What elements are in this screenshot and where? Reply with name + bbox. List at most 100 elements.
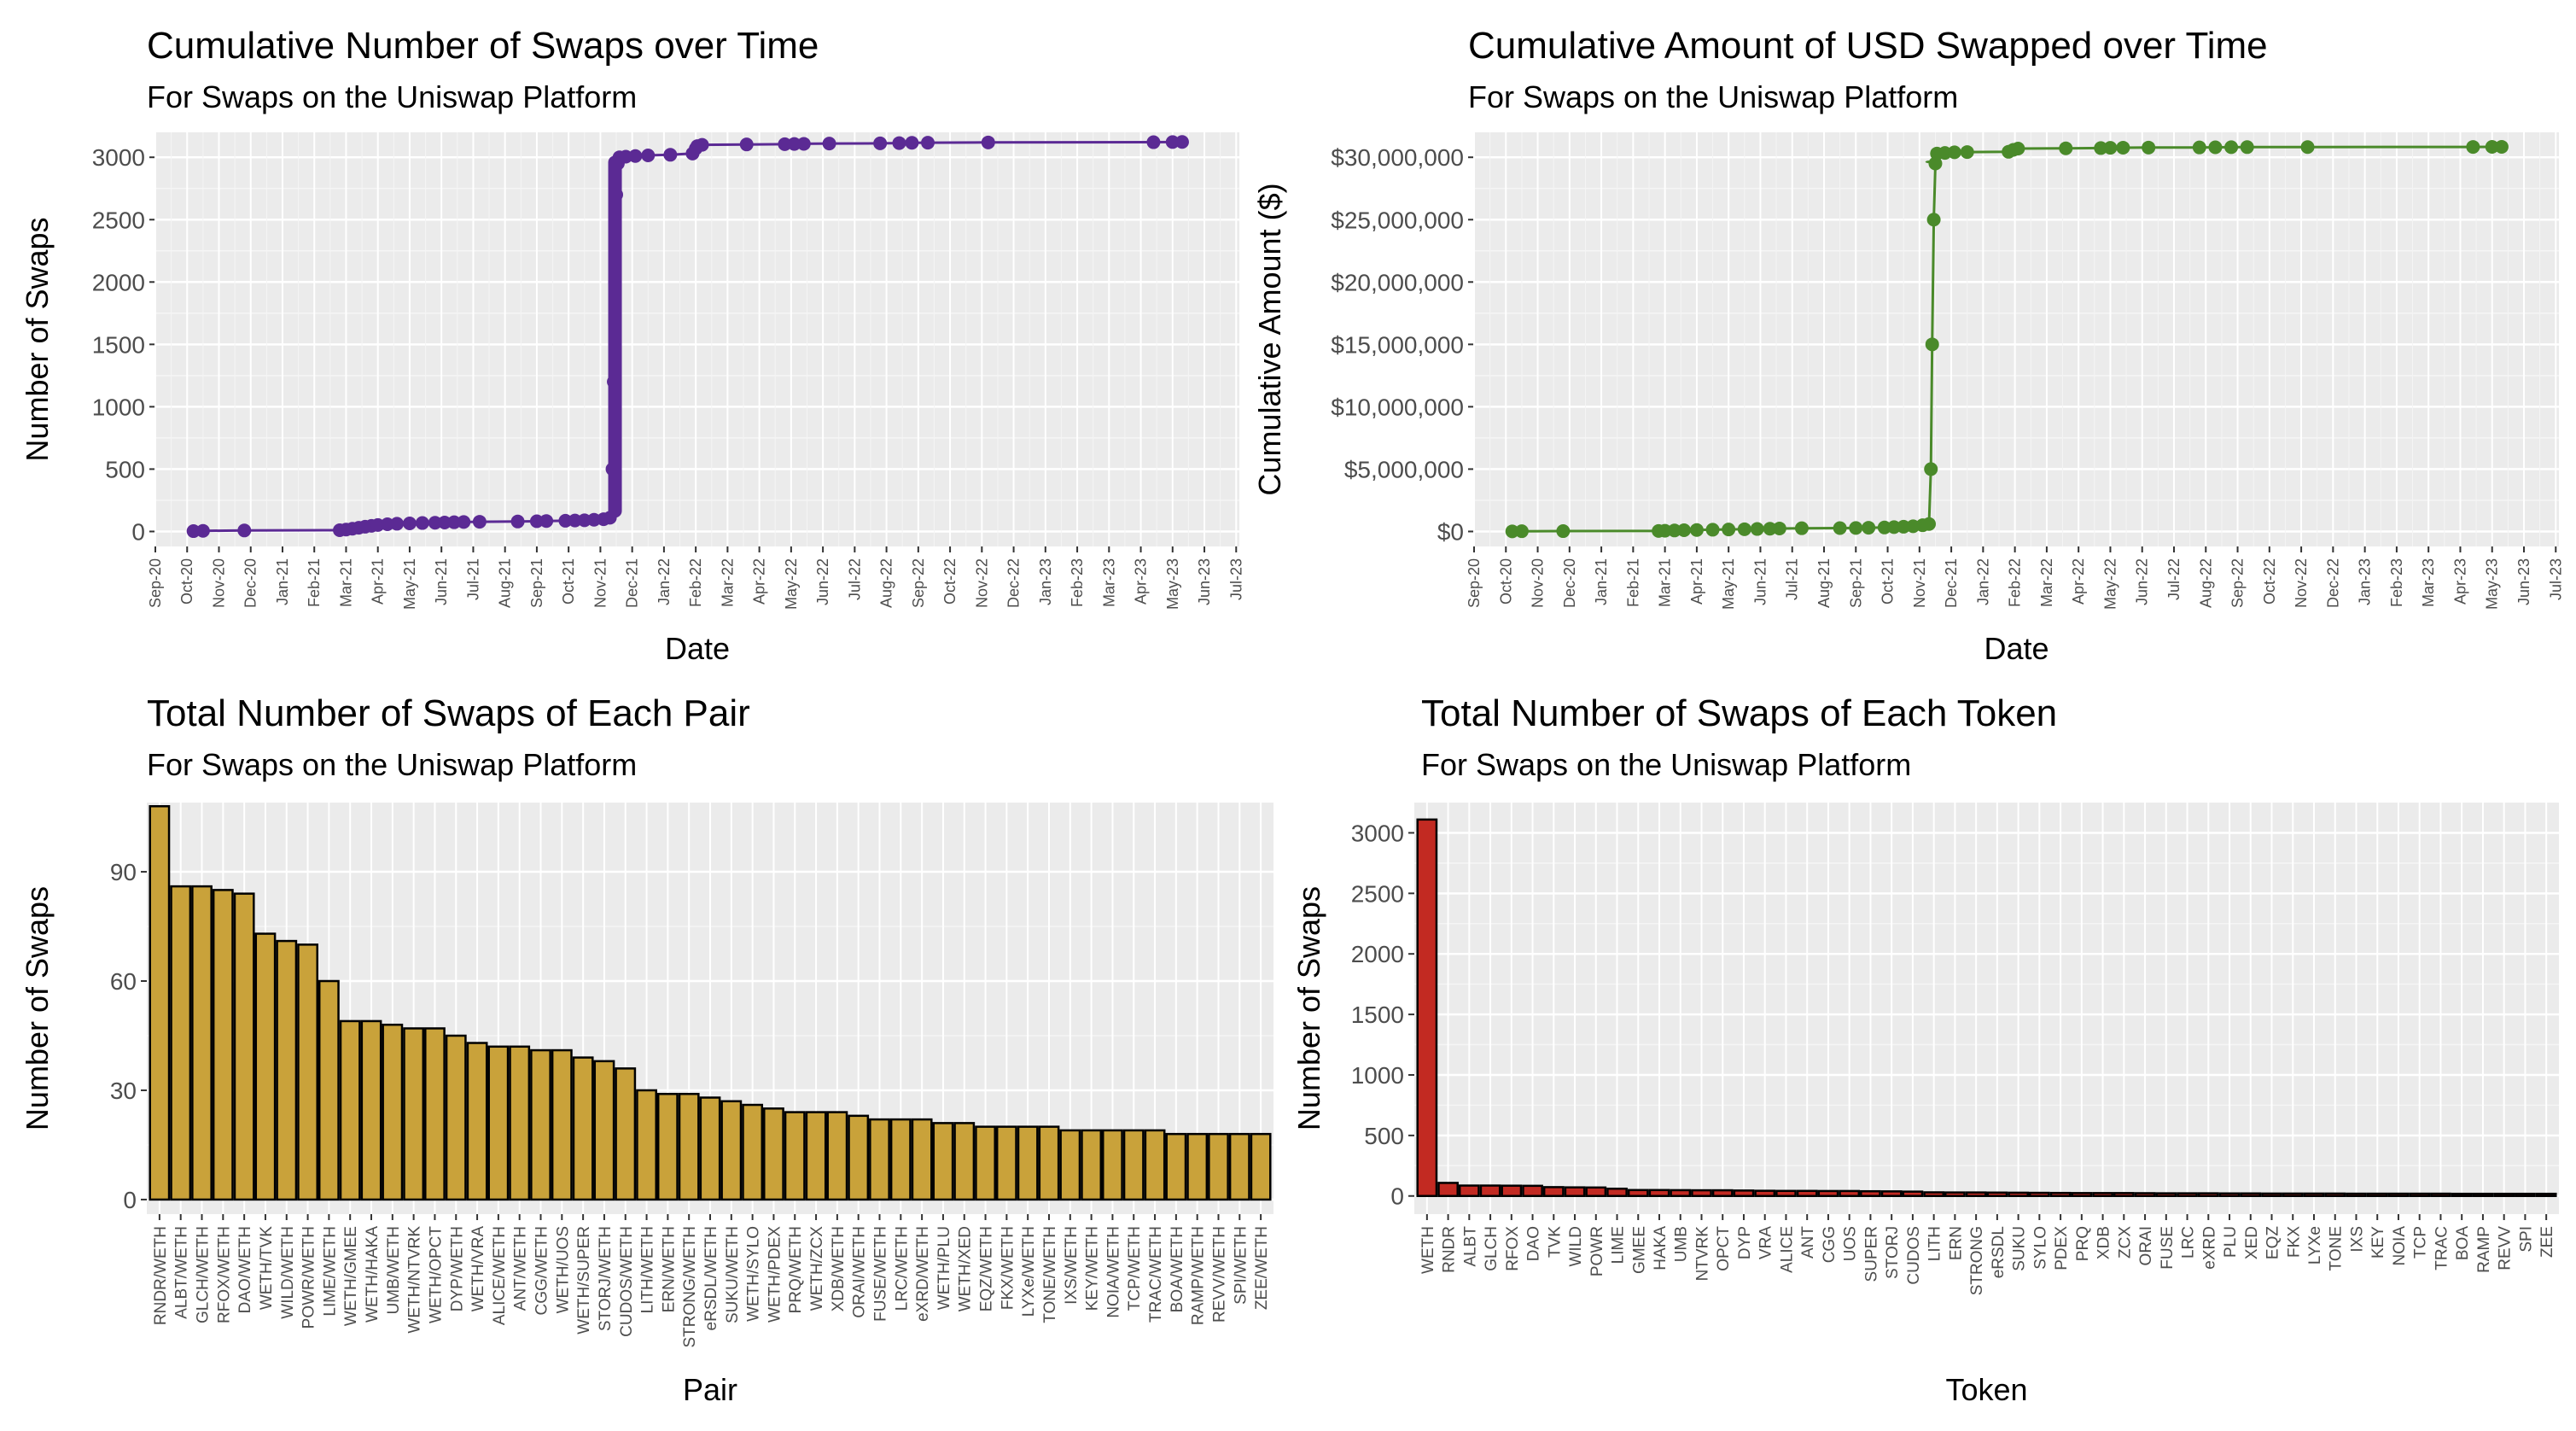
data-point xyxy=(695,137,709,152)
bar xyxy=(2092,1192,2113,1197)
bar xyxy=(911,1118,933,1201)
x-tick-label: DAO/WETH xyxy=(236,1226,254,1313)
x-tick-label: May-21 xyxy=(401,558,418,610)
x-tick-label: WETH/TVK xyxy=(258,1226,276,1310)
chart-subtitle: For Swaps on the Uniswap Platform xyxy=(1421,747,1911,782)
x-tick-label: ORAI/WETH xyxy=(851,1226,869,1318)
x-tick-label: Jun-23 xyxy=(2515,558,2532,605)
x-tick-label: May-21 xyxy=(1720,558,1737,610)
x-tick-label: RAMP/WETH xyxy=(1190,1226,1208,1325)
bar xyxy=(1144,1129,1166,1201)
data-point xyxy=(1705,523,1720,537)
x-tick-label: Mar-23 xyxy=(2420,558,2437,607)
data-point xyxy=(415,516,429,530)
x-tick-label: Dec-20 xyxy=(242,558,259,608)
bar xyxy=(1186,1132,1209,1201)
x-tick-label: PRQ/WETH xyxy=(787,1226,805,1313)
x-tick-label: Nov-20 xyxy=(210,558,227,608)
x-tick-label: IXS xyxy=(2348,1226,2366,1253)
x-tick-label: Jun-21 xyxy=(433,558,450,605)
x-tick-label: LIME/WETH xyxy=(321,1226,339,1317)
bar xyxy=(382,1023,404,1201)
x-tick-label: Jul-21 xyxy=(1784,558,1801,600)
y-axis-label: Cumulative Amount ($) xyxy=(1252,183,1287,495)
bar xyxy=(403,1027,425,1201)
x-tick-label: DYP xyxy=(1736,1226,1754,1259)
x-tick-label: ZEE xyxy=(2538,1226,2556,1258)
bar xyxy=(995,1125,1017,1201)
x-tick-label: RNDR/WETH xyxy=(152,1226,170,1325)
x-tick-label: STRONG xyxy=(1968,1226,1986,1295)
x-tick-label: ALBT xyxy=(1461,1226,1479,1267)
data-point xyxy=(390,517,405,531)
x-tick-label: WETH/GMEE xyxy=(342,1226,360,1326)
x-tick-label: Feb-23 xyxy=(2388,558,2405,607)
x-tick-label: KEY/WETH xyxy=(1084,1226,1102,1311)
x-tick-label: Jan-23 xyxy=(1037,558,1054,605)
x-tick-label: NTVRK xyxy=(1693,1226,1711,1282)
x-tick-label: Jan-21 xyxy=(274,558,291,605)
x-tick-label: LRC/WETH xyxy=(893,1226,911,1311)
data-point xyxy=(1689,523,1704,537)
data-point xyxy=(1658,523,1672,538)
bar xyxy=(1437,1182,1459,1197)
bar xyxy=(1522,1184,1543,1197)
x-tick-label: May-22 xyxy=(783,558,800,610)
bar xyxy=(276,939,298,1201)
bar xyxy=(1670,1189,1692,1197)
x-tick-label: Mar-23 xyxy=(1100,558,1117,607)
x-tick-label: TCP xyxy=(2412,1226,2430,1259)
bar xyxy=(339,1019,361,1201)
x-tick-label: XDB xyxy=(2095,1226,2113,1259)
x-tick-label: Sep-22 xyxy=(910,558,927,608)
y-tick-label: $5,000,000 xyxy=(1344,456,1464,482)
data-point xyxy=(641,149,656,163)
x-tick-label: SUPER xyxy=(1862,1226,1880,1282)
x-tick-label: FUSE xyxy=(2159,1226,2177,1270)
chart-title: Cumulative Amount of USD Swapped over Ti… xyxy=(1468,25,2268,67)
bar xyxy=(1585,1186,1607,1197)
x-tick-label: Jul-23 xyxy=(1227,558,1244,600)
bar xyxy=(2028,1191,2050,1197)
bar xyxy=(424,1027,446,1201)
bar xyxy=(1479,1184,1501,1197)
bar xyxy=(212,889,234,1201)
x-tick-label: WETH/SUPER xyxy=(575,1226,593,1335)
bar xyxy=(2409,1192,2431,1197)
x-tick-label: IXS/WETH xyxy=(1063,1226,1081,1305)
data-point xyxy=(1677,523,1691,538)
bar xyxy=(636,1089,657,1201)
x-tick-label: POWR xyxy=(1588,1226,1606,1276)
bar xyxy=(593,1060,615,1201)
x-tick-label: DAO xyxy=(1525,1226,1543,1261)
data-point xyxy=(778,137,792,151)
data-point xyxy=(237,523,252,538)
x-tick-label: RNDR xyxy=(1441,1226,1459,1273)
x-tick-label: REVV/WETH xyxy=(1210,1226,1228,1323)
x-tick-label: Jan-23 xyxy=(2357,558,2374,605)
bar xyxy=(2240,1192,2262,1197)
x-tick-label: Apr-23 xyxy=(1133,558,1150,605)
data-point xyxy=(2011,141,2025,155)
x-tick-label: NOIA/WETH xyxy=(1104,1226,1122,1318)
x-tick-label: STRONG/WETH xyxy=(681,1226,699,1348)
x-tick-label: POWR/WETH xyxy=(300,1226,318,1329)
x-tick-label: STORJ xyxy=(1884,1226,1902,1279)
bar xyxy=(1250,1132,1272,1201)
data-point xyxy=(1922,517,1936,531)
data-point xyxy=(1849,521,1863,535)
x-tick-label: SUKU/WETH xyxy=(724,1226,742,1323)
bar xyxy=(784,1111,806,1201)
y-tick-label: 2500 xyxy=(92,207,145,233)
chart-subtitle: For Swaps on the Uniswap Platform xyxy=(1468,79,1958,114)
bar xyxy=(2197,1192,2219,1197)
data-point xyxy=(437,515,452,529)
x-tick-label: TONE/WETH xyxy=(1041,1226,1059,1323)
x-tick-label: Aug-21 xyxy=(497,558,514,608)
data-point xyxy=(921,136,935,150)
data-point xyxy=(2466,140,2480,155)
plot-panel xyxy=(155,132,1239,546)
x-tick-label: Apr-23 xyxy=(2451,558,2468,605)
x-tick-label: XED xyxy=(2243,1226,2261,1259)
y-tick-label: $0 xyxy=(1437,518,1464,545)
